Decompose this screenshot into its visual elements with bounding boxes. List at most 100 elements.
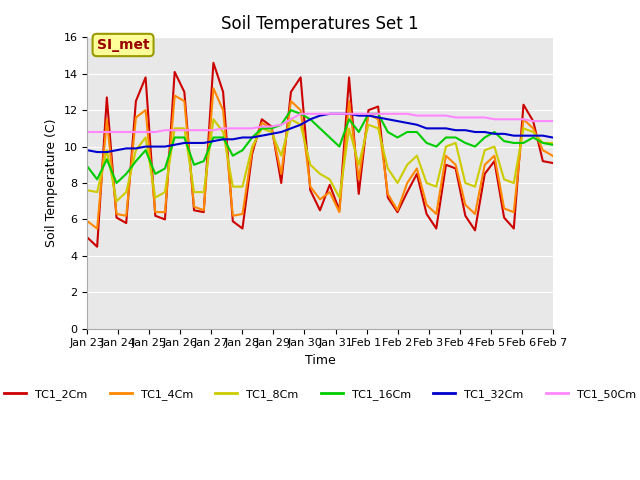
TC1_32Cm [384,116,392,122]
TC1_2Cm [461,213,469,219]
TC1_2Cm [539,158,547,164]
TC1_4Cm [365,111,372,117]
TC1_16Cm [326,134,333,140]
TC1_4Cm [239,211,246,217]
TC1_50Cm [539,118,547,124]
TC1_4Cm [122,213,130,219]
TC1_50Cm [200,127,207,133]
TC1_4Cm [93,226,101,231]
TC1_16Cm [84,164,92,169]
TC1_2Cm [277,180,285,186]
TC1_50Cm [500,116,508,122]
TC1_2Cm [171,69,179,75]
TC1_2Cm [326,182,333,188]
TC1_2Cm [258,116,266,122]
TC1_32Cm [345,111,353,117]
TC1_8Cm [539,140,547,146]
TC1_32Cm [365,113,372,119]
TC1_16Cm [548,142,556,148]
TC1_4Cm [113,211,120,217]
TC1_32Cm [161,144,169,149]
TC1_4Cm [335,209,343,215]
TC1_2Cm [384,195,392,201]
TC1_16Cm [307,116,314,122]
Title: Soil Temperatures Set 1: Soil Temperatures Set 1 [221,15,419,33]
TC1_4Cm [539,147,547,153]
TC1_8Cm [132,147,140,153]
TC1_4Cm [209,85,217,91]
TC1_4Cm [548,153,556,158]
TC1_8Cm [248,144,256,149]
TC1_32Cm [403,120,411,126]
TC1_50Cm [491,116,499,122]
TC1_32Cm [248,134,256,140]
TC1_50Cm [433,113,440,119]
TC1_16Cm [500,138,508,144]
TC1_50Cm [297,111,305,117]
TC1_32Cm [239,134,246,140]
TC1_50Cm [481,115,488,120]
TC1_50Cm [307,111,314,117]
TC1_8Cm [93,189,101,195]
TC1_4Cm [481,162,488,168]
TC1_2Cm [307,187,314,193]
TC1_50Cm [461,115,469,120]
TC1_50Cm [365,111,372,117]
TC1_2Cm [500,215,508,220]
TC1_4Cm [326,189,333,195]
TC1_8Cm [403,162,411,168]
TC1_4Cm [471,211,479,217]
TC1_16Cm [529,134,537,140]
TC1_16Cm [520,140,527,146]
TC1_50Cm [84,129,92,135]
TC1_50Cm [171,127,179,133]
TC1_2Cm [345,74,353,80]
TC1_4Cm [529,125,537,131]
TC1_16Cm [141,147,149,153]
TC1_50Cm [220,125,227,131]
TC1_16Cm [122,171,130,177]
TC1_32Cm [229,136,237,142]
TC1_50Cm [510,116,518,122]
TC1_8Cm [171,125,179,131]
TC1_4Cm [277,171,285,177]
TC1_32Cm [548,134,556,140]
TC1_4Cm [355,177,363,182]
TC1_50Cm [394,111,401,117]
TC1_2Cm [122,220,130,226]
TC1_4Cm [423,202,431,208]
TC1_4Cm [268,125,275,131]
TC1_8Cm [161,189,169,195]
TC1_4Cm [190,204,198,210]
TC1_50Cm [335,111,343,117]
TC1_16Cm [442,134,450,140]
TC1_50Cm [287,116,295,122]
TC1_16Cm [394,134,401,140]
TC1_2Cm [452,166,460,171]
TC1_8Cm [335,195,343,201]
TC1_50Cm [190,127,198,133]
TC1_50Cm [161,127,169,133]
TC1_2Cm [161,216,169,222]
TC1_8Cm [113,198,120,204]
TC1_16Cm [316,125,324,131]
TC1_8Cm [209,116,217,122]
TC1_32Cm [355,113,363,119]
TC1_8Cm [297,122,305,128]
TC1_32Cm [84,147,92,153]
TC1_2Cm [403,189,411,195]
Text: SI_met: SI_met [97,38,149,52]
TC1_32Cm [141,144,149,149]
TC1_16Cm [209,134,217,140]
TC1_16Cm [345,116,353,122]
Y-axis label: Soil Temperature (C): Soil Temperature (C) [45,119,58,247]
TC1_8Cm [190,189,198,195]
TC1_32Cm [180,140,188,146]
TC1_32Cm [394,118,401,124]
TC1_16Cm [335,144,343,149]
TC1_8Cm [365,122,372,128]
TC1_8Cm [481,147,488,153]
TC1_2Cm [287,89,295,95]
TC1_8Cm [442,144,450,149]
TC1_32Cm [316,113,324,119]
